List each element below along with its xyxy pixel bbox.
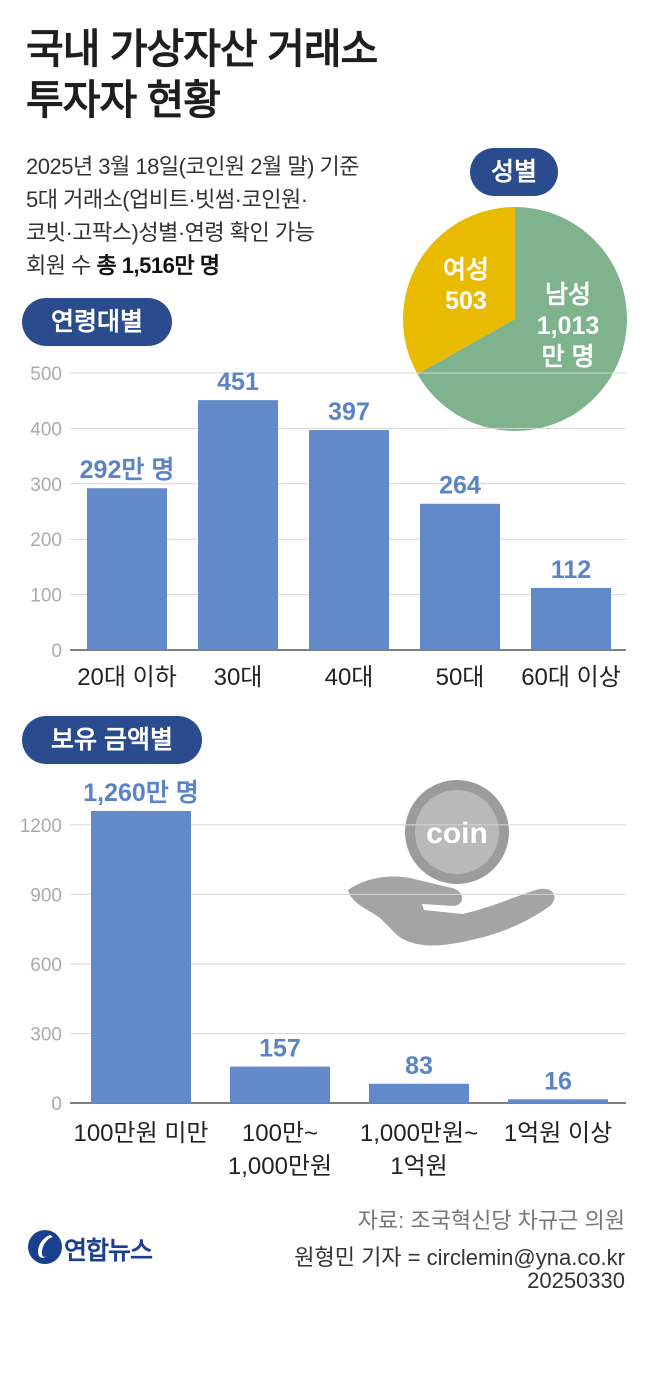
pie-label-male-value: 1,013 (536, 312, 600, 340)
category-label: 1,000만원 (228, 1153, 332, 1180)
category-label: 1억원 (390, 1153, 448, 1180)
subtitle-line-1: 2025년 3월 18일(코인원 2월 말) 기준 (26, 154, 360, 179)
pie-label-female-value: 503 (445, 287, 487, 315)
y-tick-label: 300 (30, 475, 62, 496)
category-label: 100만원 미만 (73, 1120, 208, 1147)
gender-section-label: 성별 (470, 148, 558, 196)
category-label: 100만~ (242, 1120, 318, 1147)
yonhap-logo-icon (28, 1230, 62, 1264)
bar (91, 811, 191, 1103)
bar-value-label: 397 (328, 398, 370, 426)
bar (531, 587, 611, 650)
y-tick-label: 0 (51, 1094, 62, 1115)
publish-date: 20250330 (527, 1268, 625, 1293)
bar-value-label: 264 (439, 472, 481, 500)
subtitle-line-4: 회원 수 총 1,516만 명 (26, 249, 359, 282)
bar (309, 430, 389, 650)
title-line-1: 국내 가상자산 거래소 (26, 26, 378, 72)
coin-hand-icon: coin (348, 780, 555, 946)
bar (369, 1083, 469, 1103)
y-tick-label: 200 (30, 530, 62, 551)
subtitle-line-2: 5대 거래소(업비트·빗썸·코인원· (26, 187, 308, 212)
pie-label-female: 여성 503 (418, 255, 514, 317)
category-label: 60대 이상 (521, 664, 621, 691)
page-title: 국내 가상자산 거래소 투자자 현황 (26, 24, 378, 126)
pie-slice-male (417, 207, 627, 431)
holdings-section-label: 보유 금액별 (22, 716, 202, 764)
bar (198, 400, 278, 650)
pie-slice-female (403, 207, 515, 375)
bar-value-label: 157 (259, 1035, 301, 1063)
title-line-2: 투자자 현황 (26, 77, 221, 123)
reporter-credit: 원형민 기자 = circlemin@yna.co.kr (294, 1245, 625, 1270)
y-tick-label: 500 (30, 364, 62, 385)
yonhap-logo-text: 연합뉴스 (64, 1237, 153, 1265)
y-tick-label: 1200 (20, 816, 62, 837)
y-tick-label: 100 (30, 586, 62, 607)
bar (420, 503, 500, 650)
bar (508, 1099, 608, 1103)
pie-label-female-name: 여성 (442, 256, 489, 284)
bar-value-label: 1,260만 명 (83, 779, 199, 807)
gender-pie-chart (403, 207, 627, 431)
coin-text: coin (426, 817, 488, 850)
holdings-bar-chart: 0 300 600 900 1200 1,260만 명 100만원 미만 157 100만~ 1,… (20, 779, 626, 1180)
subtitle: 2025년 3월 18일(코인원 2월 말) 기준 5대 거래소(업비트·빗썸·… (26, 150, 360, 282)
pie-label-male-unit: 만 명 (541, 343, 595, 371)
y-tick-label: 900 (30, 885, 62, 906)
bar-value-label: 112 (551, 556, 591, 584)
category-label: 1억원 이상 (504, 1120, 612, 1147)
y-tick-label: 600 (30, 955, 62, 976)
pie-label-male: 남성 1,013 만 명 (520, 280, 616, 373)
subtitle-line-4-prefix: 회원 수 (26, 253, 97, 278)
bar (230, 1066, 330, 1103)
total-members: 총 1,516만 명 (96, 253, 220, 278)
category-label: 50대 (436, 664, 485, 691)
category-label: 40대 (325, 664, 374, 691)
bar-value-label: 83 (405, 1052, 433, 1080)
category-label: 20대 이하 (77, 664, 177, 691)
age-section-label: 연령대별 (22, 298, 172, 346)
category-label: 1,000만원~ (360, 1120, 478, 1147)
source-credit: 자료: 조국혁신당 차규근 의원 (357, 1208, 625, 1233)
bar (87, 488, 167, 650)
pie-label-male-name: 남성 (544, 281, 591, 309)
subtitle-line-3: 코빗·고팍스)성별·연령 확인 가능 (26, 220, 315, 245)
bar-value-label: 292만 명 (80, 456, 175, 484)
bar-value-label: 16 (544, 1067, 572, 1095)
bar-value-label: 451 (217, 368, 259, 396)
y-tick-label: 400 (30, 419, 62, 440)
age-bar-chart: 0 100 200 300 400 500 292만 명 20대 이하 451 30대 397 40대… (30, 364, 626, 691)
y-tick-label: 300 (30, 1024, 62, 1045)
category-label: 30대 (214, 664, 263, 691)
y-tick-label: 0 (51, 641, 62, 662)
